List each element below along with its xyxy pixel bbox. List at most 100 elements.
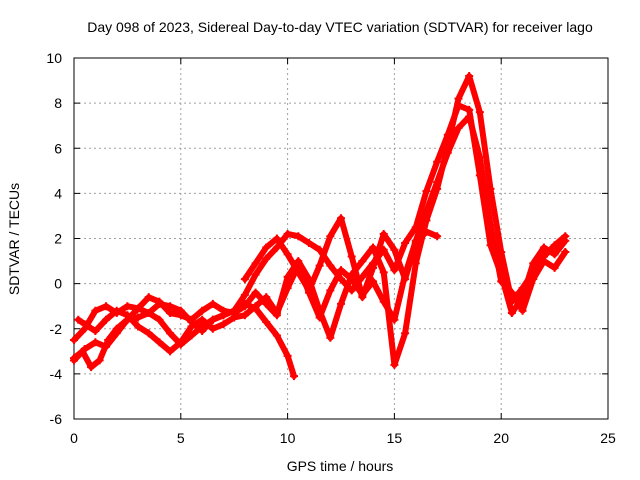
data-point-trace-5	[240, 275, 249, 284]
data-point-trace-4	[401, 329, 410, 338]
data-point-trace-2	[91, 306, 100, 315]
chart-title: Day 098 of 2023, Sidereal Day-to-day VTE…	[87, 19, 593, 35]
axis-ticks: 0 5 10 15 20 25 -6 -4 -2 0 2 4 6 8 10	[46, 50, 616, 446]
data-point-trace-5	[433, 232, 442, 241]
data-point-trace-1	[155, 315, 164, 324]
data-point-trace-4	[497, 248, 506, 257]
x-tick-label: 15	[387, 430, 403, 446]
data-point-trace-2	[144, 308, 153, 317]
data-point-trace-4	[454, 94, 463, 103]
y-tick-label: 4	[54, 185, 62, 201]
data-point-trace-2	[539, 243, 548, 252]
data-point-trace-3	[251, 302, 260, 311]
data-point-trace-2	[240, 290, 249, 299]
data-point-trace-3	[219, 320, 228, 329]
data-point-trace-4	[144, 293, 153, 302]
data-point-trace-4	[155, 297, 164, 306]
data-point-trace-2	[208, 315, 217, 324]
data-point-trace-3	[155, 338, 164, 347]
data-point-trace-3	[497, 277, 506, 286]
data-point-trace-4	[102, 342, 111, 351]
data-point-trace-2	[262, 254, 271, 263]
data-point-trace-3	[337, 266, 345, 275]
data-point-trace-4	[518, 284, 527, 293]
data-point-trace-3	[326, 286, 335, 295]
data-point-trace-5	[422, 227, 431, 236]
data-point-trace-2	[401, 239, 410, 248]
data-point-trace-2	[102, 302, 111, 311]
data-point-trace-4	[539, 252, 548, 261]
data-point-trace-4	[198, 306, 207, 315]
data-point-trace-5	[262, 243, 271, 252]
data-point-trace-4	[315, 306, 324, 315]
data-point-trace-2	[123, 302, 132, 311]
y-tick-label: -4	[50, 366, 63, 382]
data-point-trace-4	[561, 232, 570, 241]
data-point-trace-5	[347, 252, 356, 261]
data-point-trace-3	[91, 327, 100, 336]
y-tick-label: 2	[54, 231, 62, 247]
data-point-trace-3	[561, 248, 570, 257]
data-point-trace-5	[358, 293, 367, 302]
data-point-trace-4	[230, 308, 239, 317]
data-point-trace-5	[294, 268, 303, 277]
data-point-trace-4	[208, 299, 217, 308]
data-point-trace-4	[272, 311, 281, 320]
data-point-trace-4	[550, 241, 559, 250]
data-point-trace-3	[80, 320, 89, 329]
data-point-trace-4	[176, 311, 185, 320]
data-point-trace-1	[283, 351, 292, 360]
data-point-trace-5	[304, 286, 313, 295]
data-point-trace-1	[272, 331, 281, 340]
data-point-trace-4	[91, 338, 100, 347]
data-point-trace-4	[70, 356, 78, 365]
y-tick-label: 0	[54, 276, 62, 292]
data-point-trace-4	[475, 108, 484, 117]
data-point-trace-5	[315, 261, 324, 270]
data-point-trace-4	[283, 272, 292, 281]
data-point-trace-3	[240, 311, 249, 320]
data-point-trace-3	[198, 315, 207, 324]
y-tick-label: 10	[46, 50, 62, 66]
data-point-trace-3	[465, 112, 474, 121]
data-point-trace-3	[475, 153, 484, 162]
data-point-trace-4	[240, 302, 249, 311]
y-axis-label: SDTVAR / TECUs	[6, 183, 22, 295]
grid-lines	[74, 58, 608, 419]
y-tick-label: 6	[54, 140, 62, 156]
data-point-trace-1	[95, 356, 104, 365]
data-point-trace-4	[379, 268, 388, 277]
data-point-trace-5	[369, 263, 378, 272]
data-point-trace-2	[198, 327, 207, 336]
data-point-trace-5	[390, 245, 399, 254]
data-point-trace-2	[422, 187, 431, 196]
data-point-trace-4	[123, 315, 132, 324]
data-point-trace-3	[134, 322, 143, 331]
data-point-trace-4	[326, 333, 335, 342]
data-point-trace-4	[134, 304, 143, 313]
data-point-trace-4	[337, 299, 345, 308]
data-point-trace-5	[379, 229, 388, 238]
data-point-trace-4	[166, 308, 175, 317]
data-point-trace-1	[262, 317, 271, 326]
data-point-trace-3	[74, 315, 83, 324]
x-tick-label: 0	[70, 430, 78, 446]
data-point-trace-5	[272, 234, 281, 243]
data-point-trace-3	[454, 123, 463, 132]
data-point-trace-4	[486, 184, 495, 193]
y-tick-label: -6	[50, 411, 63, 427]
data-point-trace-4	[465, 72, 474, 81]
data-point-trace-5	[251, 259, 260, 268]
data-point-trace-2	[70, 336, 78, 345]
data-point-trace-3	[166, 347, 175, 356]
data-point-trace-4	[219, 306, 228, 315]
data-point-trace-3	[208, 324, 217, 333]
x-tick-label: 10	[280, 430, 296, 446]
data-point-trace-5	[326, 232, 335, 241]
data-point-trace-3	[187, 322, 196, 331]
data-point-trace-1	[166, 329, 175, 338]
data-point-trace-5	[283, 250, 292, 259]
data-point-trace-4	[507, 297, 516, 306]
series-layer	[70, 72, 570, 381]
data-point-trace-4	[411, 259, 420, 268]
